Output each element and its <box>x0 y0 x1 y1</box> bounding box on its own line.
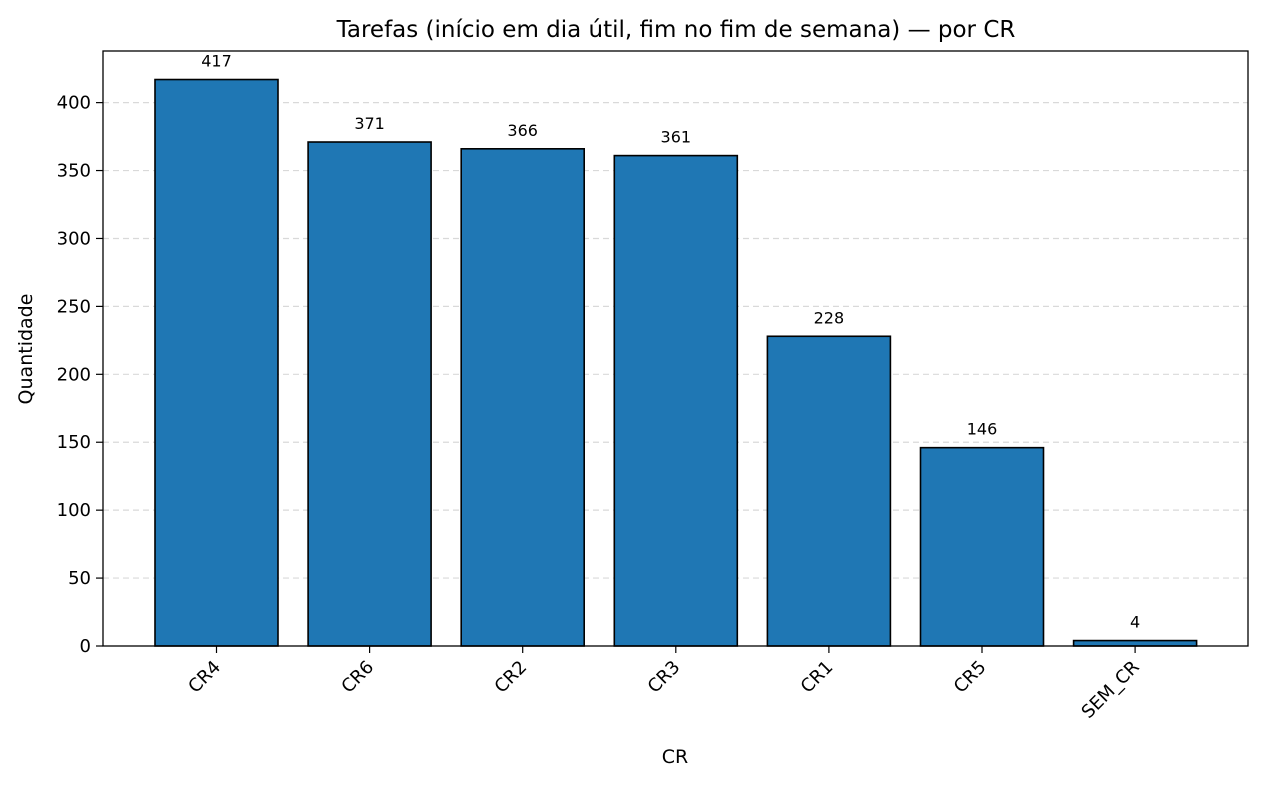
bar-cr1 <box>766 335 892 647</box>
bar-value-label: 417 <box>201 52 232 71</box>
bar-value-label: 371 <box>354 114 385 133</box>
bar-cr4 <box>154 78 279 647</box>
bar-cr6 <box>307 141 432 647</box>
x-axis-label: CR <box>662 746 688 768</box>
y-tick-label: 0 <box>80 636 91 657</box>
bar-cr3 <box>613 154 739 647</box>
bar-value-label: 366 <box>507 121 538 140</box>
x-axis: CR4 CR6 CR2 CR3 CR1 CR5 SEM_CR <box>184 646 1144 723</box>
y-tick-label: 250 <box>57 296 91 317</box>
y-axis-label: Quantidade <box>15 294 37 405</box>
bar-value-labels: 417 371 366 361 228 146 4 <box>201 52 1140 632</box>
x-tick-label: CR3 <box>644 657 685 698</box>
y-tick-label: 350 <box>57 161 91 182</box>
bars <box>154 78 1198 647</box>
y-tick-label: 400 <box>57 93 91 114</box>
x-tick-label: CR1 <box>797 657 838 698</box>
bar-value-label: 4 <box>1130 613 1140 632</box>
bar-value-label: 361 <box>661 128 692 147</box>
y-tick-label: 50 <box>68 568 91 589</box>
x-tick-label: CR6 <box>337 657 378 698</box>
x-tick-label: CR4 <box>184 657 225 698</box>
y-tick-label: 100 <box>57 500 91 521</box>
bar-value-label: 146 <box>967 420 998 439</box>
y-tick-label: 200 <box>57 364 91 385</box>
bar-sem-cr <box>1072 639 1198 647</box>
y-tick-label: 300 <box>57 228 91 249</box>
x-tick-label: CR5 <box>950 657 991 698</box>
bar-value-label: 228 <box>814 308 845 327</box>
bar-cr2 <box>460 148 586 647</box>
x-tick-label: SEM_CR <box>1078 657 1144 723</box>
chart-title: Tarefas (início em dia útil, fim no fim … <box>336 17 1016 43</box>
x-tick-label: CR2 <box>491 657 532 698</box>
y-axis: 0 50 100 150 200 250 300 350 400 <box>57 93 103 657</box>
bar-cr5 <box>919 446 1045 647</box>
y-tick-label: 150 <box>57 432 91 453</box>
